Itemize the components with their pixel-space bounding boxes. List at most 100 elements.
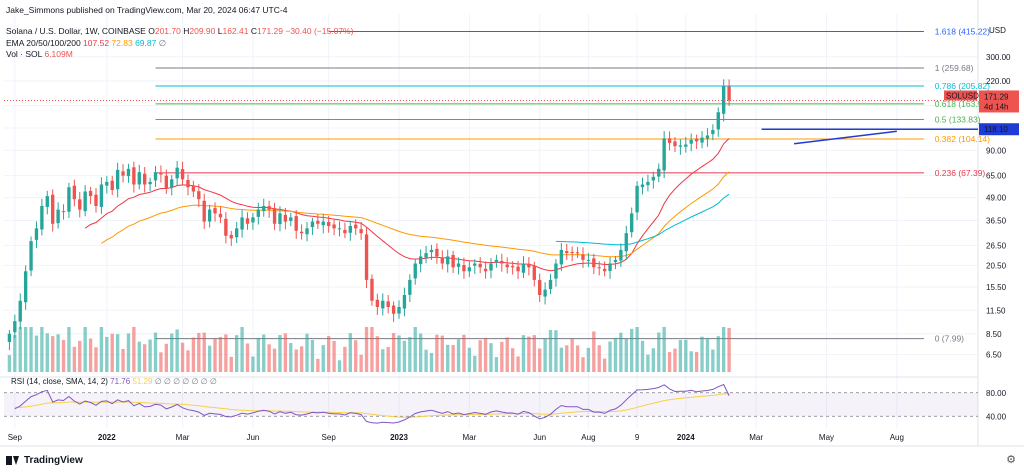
symbol-name[interactable]: Solana / U.S. Dollar, 1W, COINBASE [6,26,146,36]
volume-bar [191,337,196,372]
volume-bar [651,348,656,372]
ema-legend[interactable]: EMA 20/50/100/200 107.52 72.83 69.87 ∅ [6,38,166,49]
ema-label[interactable]: EMA 20/50/100/200 [6,38,81,48]
candle-body [711,129,715,135]
x-tick-label: 9 [635,433,640,442]
volume-value: 6.109M [44,49,73,59]
candle-body [305,228,309,235]
candle-body [78,199,82,210]
candle-body [13,321,17,333]
candle-body [402,295,407,309]
candle-body [473,263,477,266]
volume-label[interactable]: Vol · SOL [6,49,43,59]
candle-body [673,141,677,147]
volume-bar [548,329,553,372]
candle-body [467,267,472,272]
volume-bar [364,327,369,372]
candle-body [565,251,569,254]
y-tick-label: 6.50 [986,351,1002,360]
volume-bar [565,345,569,372]
volume-bar [678,340,683,372]
tradingview-brand[interactable]: TradingView [6,455,83,466]
volume-bar [51,336,55,372]
volume-bar [570,338,574,372]
candle-body [624,233,628,252]
candle-body [635,185,639,213]
candle-body [56,209,60,224]
candle-body [132,167,136,185]
tradingview-logo-icon [6,456,20,465]
line-tag: 118.10 [984,125,1008,134]
candle-body [516,266,520,272]
candle-body [202,200,206,222]
volume-bar [180,342,185,372]
candle-body [500,260,504,264]
volume-bar [197,332,201,372]
candle-body [538,280,542,296]
candle-body [337,228,342,230]
publisher-line: Jake_Simmons published on TradingView.co… [6,5,288,15]
volume-bar [446,344,450,372]
candle-body [521,263,526,273]
candle-body [29,241,33,271]
price-tag: 171.29 [984,92,1009,101]
ohlc-low-label: L [217,26,223,36]
volume-bar [218,336,223,372]
brand-text: TradingView [24,455,83,466]
volume-legend[interactable]: Vol · SOL 6.109M [6,49,73,59]
volume-bar [56,334,60,372]
rsi-legend[interactable]: RSI (14, close, SMA, 14, 2) 71.76 51.29 … [11,377,217,386]
candle-body [375,299,380,307]
volume-bar [662,327,666,372]
candle-body [559,249,564,265]
y-tick-label: 300.00 [986,53,1011,62]
candle-body [602,268,607,272]
volume-bar [418,333,423,372]
x-tick-label: Mar [749,433,763,442]
candle-body [408,279,412,295]
y-tick-label: 26.50 [986,241,1007,250]
candle-body [186,180,190,188]
candle-body [207,209,212,222]
candle-body [115,169,120,190]
candle-body [197,191,201,200]
x-tick-label: Sep [322,433,337,442]
volume-bar [18,327,22,372]
volume-bar [245,343,250,372]
volume-bar [7,355,12,372]
rsi-label[interactable]: RSI (14, close, SMA, 14, 2) [11,377,108,386]
volume-bar [332,340,336,372]
candle-body [224,218,228,236]
candle-body [153,172,158,181]
symbol-tag-bg [944,90,977,101]
volume-bar [132,327,136,372]
candle-body [359,229,363,234]
candle-body [94,194,98,206]
line-tag-bg [979,123,1019,136]
candle-body [446,256,450,265]
volume-bar [61,339,66,372]
candle-body [505,264,509,268]
volume-bar [348,333,352,372]
volume-bar [370,327,374,372]
volume-bar [240,327,244,372]
candle-body [88,190,93,197]
symbol-legend[interactable]: Solana / U.S. Dollar, 1W, COINBASE O201.… [6,26,353,36]
candle-body [613,259,618,263]
candle-body [321,221,325,226]
volume-bar [619,332,623,372]
volume-bar [164,343,169,372]
candle-body [61,211,66,213]
candle-body [716,112,720,130]
volume-bar [456,339,461,372]
volume-bar [478,340,482,372]
gear-icon[interactable]: ⚙ [1006,454,1016,466]
ema100-value: 69.87 [135,38,157,48]
ema50-line [101,171,730,258]
volume-bar [359,354,363,372]
volume-bar [408,337,412,372]
candle-body [397,306,401,314]
fib-level-label: 1 (259.68) [935,63,974,73]
volume-bar [137,341,141,372]
